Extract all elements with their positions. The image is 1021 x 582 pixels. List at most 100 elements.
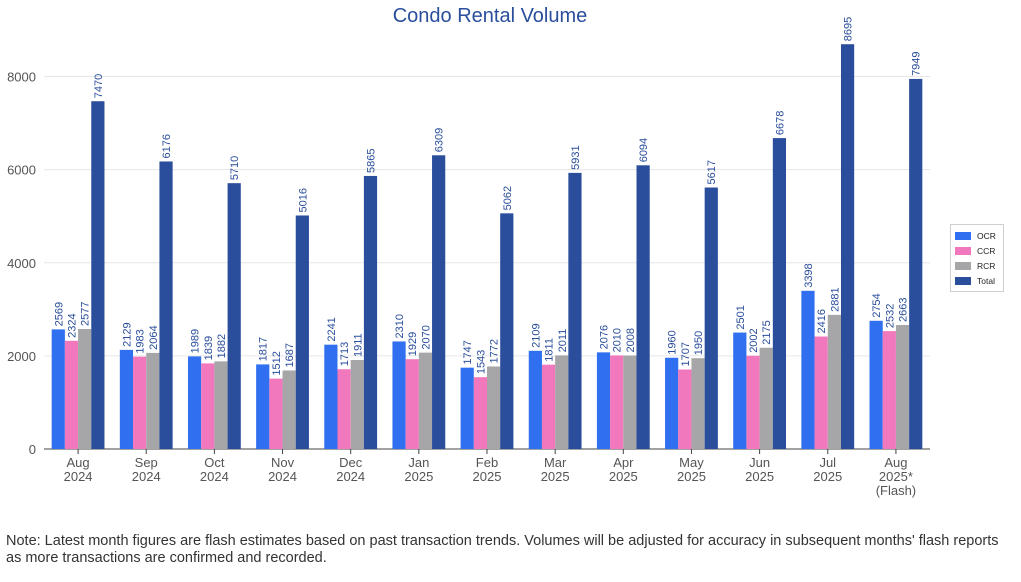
data-label: 8695 [843,17,855,41]
bar-ccr [610,355,624,449]
bar-ccr [269,378,283,449]
data-label: 3398 [803,263,815,287]
bar-rcr [895,325,910,449]
data-label: 5016 [297,188,309,212]
bar-ocr [256,364,270,449]
bar-total [432,155,446,449]
legend-label-ccr: CCR [977,245,996,256]
bar-ocr [596,352,611,449]
data-label: 2002 [748,328,760,352]
bar-ocr [460,367,474,449]
x-tick-label: Aug [884,455,907,470]
x-tick-label: Jun [749,455,770,470]
data-label: 2532 [884,304,896,328]
bar-rcr [827,314,841,449]
data-label: 5710 [229,156,241,180]
x-tick-label: Oct [204,455,225,470]
y-tick-label: 4000 [7,256,36,271]
chart: Condo Rental Volume02000400060008000Aug2… [7,5,930,498]
data-label: 7470 [93,74,105,98]
bar-ccr [882,331,896,449]
bar-ocr [392,341,406,449]
x-tick-label: 2025 [677,469,706,484]
data-label: 1983 [135,329,147,353]
data-label: 2324 [66,313,78,337]
data-label: 2241 [326,317,338,341]
footnote: Note: Latest month figures are flash est… [6,533,999,566]
bar-ccr [337,369,351,449]
data-label: 1713 [339,342,351,366]
data-label: 1929 [407,332,419,356]
data-label: 2064 [148,325,160,349]
legend-item-rcr: RCR [951,258,1003,273]
x-tick-label: Apr [613,455,634,470]
data-label: 6678 [774,111,786,135]
x-tick-label: 2024 [200,469,229,484]
data-label: 1882 [216,334,228,358]
bar-rcr [214,361,228,449]
legend-label-ocr: OCR [977,230,996,241]
bar-ccr [746,355,760,449]
data-label: 1687 [284,343,296,367]
bar-ocr [733,332,747,449]
x-tick-label: 2025 [609,469,638,484]
bar-rcr [759,347,773,449]
bar-ccr [64,340,79,449]
bar-rcr [691,358,705,449]
x-tick-label: Sep [135,455,158,470]
legend-swatch-rcr [955,261,971,270]
x-tick-label: Feb [476,455,498,470]
data-label: 2577 [80,302,92,326]
data-label: 2501 [735,305,747,329]
bar-ccr [405,359,419,449]
x-tick-label: Aug [67,455,90,470]
legend-item-total: Total [951,273,1003,288]
data-label: 6309 [434,128,446,152]
data-label: 1911 [352,333,364,357]
data-label: 1839 [203,336,215,360]
data-label: 5865 [365,148,377,172]
x-tick-label: May [679,455,704,470]
bar-total [159,161,173,449]
data-label: 2129 [121,322,133,346]
bar-rcr [146,352,160,449]
y-tick-label: 2000 [7,349,36,364]
x-tick-label: 2024 [336,469,365,484]
data-label: 1747 [462,340,474,364]
bar-ocr [869,320,883,449]
bar-ccr [473,377,487,449]
data-label: 2569 [53,302,65,326]
bar-total [363,175,378,449]
bar-ccr [814,336,828,449]
bar-total [704,187,718,450]
data-label: 2175 [761,320,773,344]
data-label: 1543 [475,350,487,374]
data-label: 1772 [489,339,501,363]
bar-rcr [418,352,433,449]
x-tick-label: 2025* [879,469,913,484]
x-tick-label: Jan [408,455,429,470]
legend: OCR CCR RCR Total [950,224,1004,292]
chart-title: Condo Rental Volume [393,5,588,27]
bar-ccr [541,364,556,449]
x-tick-label: Dec [339,455,363,470]
legend-swatch-ccr [955,246,971,255]
data-label: 2109 [530,323,542,347]
data-label: 6094 [638,138,650,162]
legend-swatch-ocr [955,231,971,240]
bar-ocr [324,344,338,449]
data-label: 1512 [271,351,283,375]
bar-total [568,172,582,449]
data-label: 2008 [625,328,637,352]
bar-rcr [282,370,296,449]
y-tick-label: 8000 [7,70,36,85]
x-tick-label: 2025 [813,469,842,484]
legend-label-rcr: RCR [977,260,996,271]
y-tick-label: 6000 [7,163,36,178]
x-tick-label: 2025 [745,469,774,484]
data-label: 2881 [829,287,841,311]
data-label: 6176 [161,134,173,158]
data-label: 2663 [898,298,910,322]
data-label: 5931 [570,145,582,169]
bar-ocr [119,349,134,449]
